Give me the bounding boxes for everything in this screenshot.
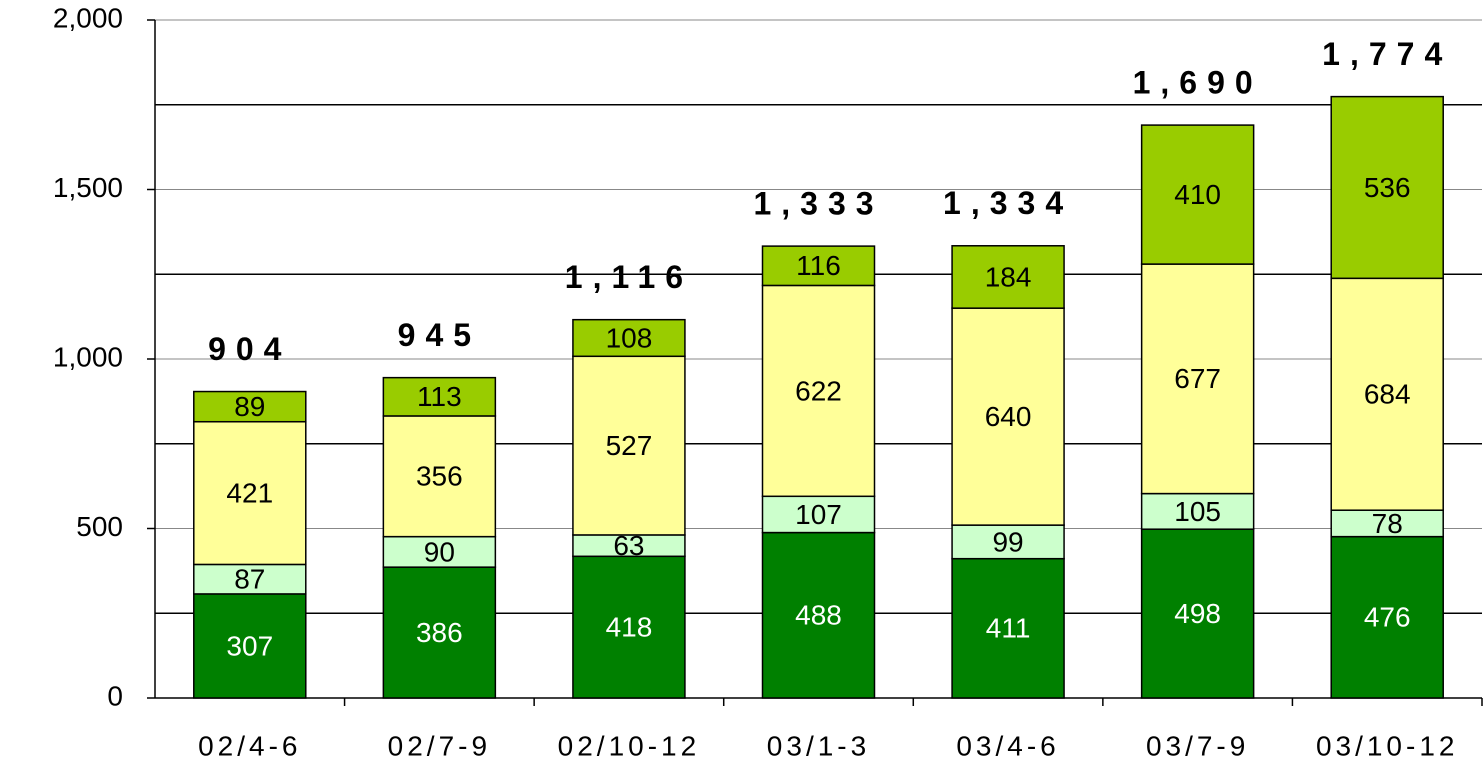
bar-segment xyxy=(193,390,307,423)
data-label: 87 xyxy=(234,564,265,595)
total-label: 1,334 xyxy=(943,185,1073,221)
y-tick-label: 0 xyxy=(107,680,123,711)
data-label: 356 xyxy=(416,461,463,492)
total-label: 1,690 xyxy=(1133,65,1263,101)
bar-segment xyxy=(572,318,686,358)
data-label: 411 xyxy=(986,613,1031,644)
bar-segment xyxy=(1140,528,1255,699)
total-label: 1,333 xyxy=(753,186,883,222)
bar-segment xyxy=(1140,263,1255,495)
y-tick-label: 1,500 xyxy=(53,172,123,203)
data-label: 113 xyxy=(417,381,462,412)
x-tick-label: 02/7-9 xyxy=(388,730,491,761)
y-tick-label: 500 xyxy=(76,511,123,542)
bar-segment xyxy=(951,557,1065,699)
data-label: 107 xyxy=(795,499,842,530)
bar-segment xyxy=(1330,509,1444,538)
total-label: 1,116 xyxy=(565,259,693,295)
bar-segment xyxy=(382,376,497,417)
data-label: 99 xyxy=(992,526,1023,557)
bar-segment xyxy=(1140,124,1255,265)
data-label: 488 xyxy=(795,600,842,631)
bar-segment xyxy=(951,307,1065,526)
data-label: 476 xyxy=(1364,602,1411,633)
data-label: 386 xyxy=(416,617,463,648)
data-label: 78 xyxy=(1372,508,1403,539)
total-label: 904 xyxy=(208,331,291,367)
x-tick-label: 02/10-12 xyxy=(558,730,701,761)
data-label: 105 xyxy=(1174,496,1221,527)
bar-segment xyxy=(761,531,876,699)
bar-segment xyxy=(951,245,1065,309)
data-label: 418 xyxy=(606,612,653,643)
data-label: 498 xyxy=(1174,598,1221,629)
total-label: 1,774 xyxy=(1322,36,1452,72)
data-label: 89 xyxy=(234,391,265,422)
data-label: 90 xyxy=(424,536,455,567)
data-label: 684 xyxy=(1364,379,1411,410)
data-label: 640 xyxy=(985,401,1032,432)
x-tick-label: 03/10-12 xyxy=(1316,730,1459,761)
x-tick-label: 03/7-9 xyxy=(1146,730,1249,761)
bar-segment xyxy=(761,495,876,534)
x-tick-label: 03/1-3 xyxy=(767,730,870,761)
bar-segment xyxy=(193,563,307,595)
x-tick-label: 02/4-6 xyxy=(198,730,301,761)
data-label: 527 xyxy=(606,430,653,461)
data-label: 108 xyxy=(606,322,653,353)
bar-segment xyxy=(761,245,876,287)
data-label: 410 xyxy=(1174,179,1221,210)
data-label: 536 xyxy=(1364,172,1411,203)
y-tick-label: 2,000 xyxy=(53,2,123,33)
bar-segment xyxy=(382,566,497,699)
x-tick-label: 03/4-6 xyxy=(956,730,1059,761)
data-label: 184 xyxy=(985,261,1032,292)
bar-segment xyxy=(1330,95,1444,280)
bar-segment xyxy=(572,555,686,699)
bar-segment xyxy=(761,284,876,498)
total-label: 945 xyxy=(398,317,481,353)
data-label: 116 xyxy=(796,250,841,281)
data-label: 622 xyxy=(795,375,842,406)
bar-segment xyxy=(193,420,307,566)
bar-segment xyxy=(572,355,686,536)
bar-segment xyxy=(193,593,307,699)
data-label: 421 xyxy=(226,477,273,508)
y-tick-label: 1,000 xyxy=(53,341,123,372)
data-label: 307 xyxy=(226,630,273,661)
bar-segment xyxy=(382,535,497,568)
bar-segment xyxy=(382,415,497,538)
bar-segment xyxy=(1330,277,1444,511)
data-label: 677 xyxy=(1174,363,1221,394)
